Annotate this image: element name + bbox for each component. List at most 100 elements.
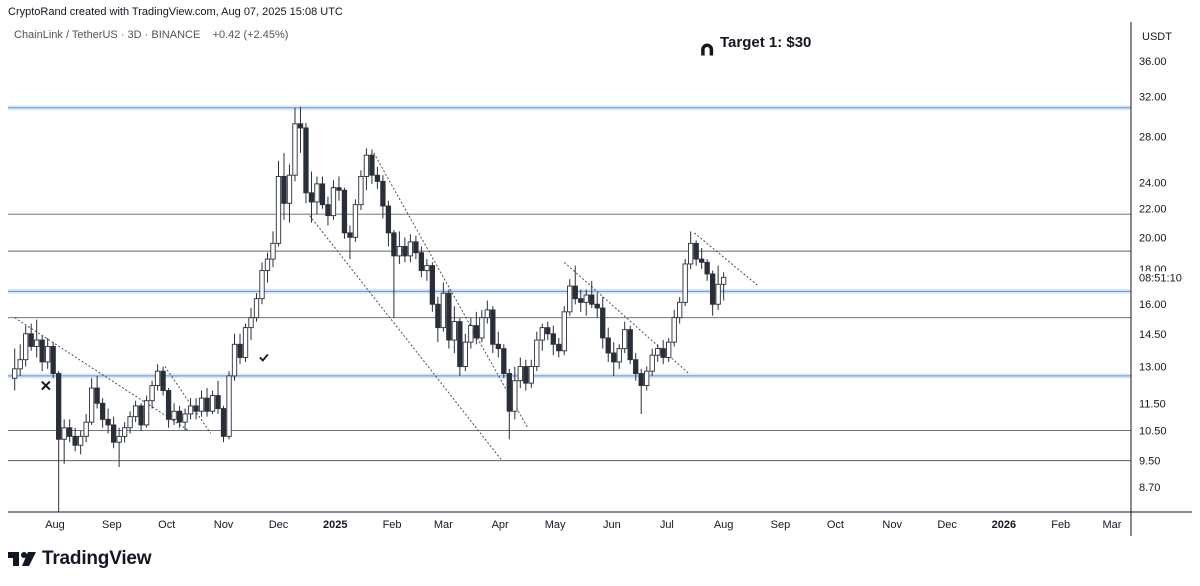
candle xyxy=(248,308,254,341)
candle xyxy=(462,333,468,372)
candle-body-up xyxy=(539,327,545,341)
candle-body-up xyxy=(561,311,567,352)
candle xyxy=(176,405,183,428)
time-tick-label: Feb xyxy=(383,519,402,531)
candle xyxy=(259,262,265,305)
candle xyxy=(143,395,150,428)
candle xyxy=(638,368,644,414)
candle-body-up xyxy=(83,421,89,437)
candle xyxy=(616,344,622,369)
candle-body-up xyxy=(649,354,655,372)
candle-body-up xyxy=(682,263,688,303)
candle-body-up xyxy=(616,348,622,363)
time-tick-label: Nov xyxy=(214,519,234,531)
candle xyxy=(149,380,155,409)
candle xyxy=(451,306,458,353)
candle-body-up xyxy=(275,175,282,244)
candle xyxy=(341,187,348,239)
candle xyxy=(671,309,677,347)
separator-dot: · xyxy=(120,29,128,41)
candle xyxy=(594,293,600,318)
candle-body-down xyxy=(709,273,716,305)
candle-body-up xyxy=(644,370,650,387)
candle-body-up xyxy=(149,385,155,402)
candle-body-down xyxy=(193,405,199,412)
candle-body-up xyxy=(666,341,672,358)
candle xyxy=(572,265,578,305)
candle-body-up xyxy=(363,154,370,177)
candle-body-down xyxy=(550,333,556,345)
candle xyxy=(495,331,501,358)
candle xyxy=(446,289,452,349)
candle-body-down xyxy=(204,397,210,412)
candle-body-up xyxy=(479,317,485,339)
candle xyxy=(545,321,551,341)
candle-body-up xyxy=(132,405,139,418)
candle xyxy=(215,380,221,414)
candle-body-up xyxy=(583,294,589,303)
candle-body-down xyxy=(39,339,45,363)
candle xyxy=(440,282,447,332)
annotations: Target 1: $30 xyxy=(41,34,811,391)
tradingview-logo-icon xyxy=(8,552,36,566)
candle-body-up xyxy=(517,366,523,382)
candle xyxy=(231,333,238,381)
candle xyxy=(270,231,276,268)
candle xyxy=(457,317,463,376)
candle xyxy=(473,311,479,345)
candle-body-down xyxy=(165,390,172,420)
candle-body-down xyxy=(385,205,392,234)
candle xyxy=(17,344,23,376)
candle-body-down xyxy=(660,348,666,358)
candle xyxy=(319,176,326,209)
time-tick-label: Dec xyxy=(937,519,957,531)
candle-body-up xyxy=(314,183,320,203)
candle xyxy=(286,164,293,223)
candle xyxy=(50,342,56,379)
candle xyxy=(12,348,18,391)
candle-body-up xyxy=(407,241,414,257)
candle-body-up xyxy=(264,258,271,272)
candle-body-down xyxy=(572,285,578,300)
trendline xyxy=(373,152,529,428)
price-tick-label: 13.00 xyxy=(1139,362,1167,374)
time-tick-label: May xyxy=(545,519,566,531)
candle-body-up xyxy=(671,317,677,343)
candle-body-up xyxy=(143,400,150,426)
candle xyxy=(622,321,628,353)
candle-body-up xyxy=(259,270,265,300)
target-label: Target 1: $30 xyxy=(720,34,811,51)
price-tick-label: 22.00 xyxy=(1139,204,1167,216)
price-tick-label: 14.50 xyxy=(1139,329,1167,341)
candle-body-up xyxy=(512,380,518,412)
candle xyxy=(374,166,381,189)
candle-body-up xyxy=(127,416,133,429)
attribution-text: CryptoRand created with TradingView.com,… xyxy=(8,6,343,18)
candle-body-down xyxy=(336,187,342,191)
candle xyxy=(308,171,315,223)
candle xyxy=(517,357,523,389)
price-tick-label: 36.00 xyxy=(1139,56,1167,68)
candle-body-down xyxy=(506,373,512,412)
candle xyxy=(402,237,408,263)
candle-body-down xyxy=(308,192,315,203)
candle xyxy=(534,331,540,372)
candle xyxy=(347,225,353,260)
candle xyxy=(413,235,419,260)
tradingview-logo[interactable]: TradingView xyxy=(8,548,152,570)
candle xyxy=(132,400,139,423)
candle xyxy=(23,325,29,367)
candle xyxy=(292,107,298,182)
candle-body-up xyxy=(187,405,194,415)
candle-body-up xyxy=(270,242,276,260)
candle xyxy=(358,170,364,211)
candle xyxy=(484,300,490,324)
candle xyxy=(281,152,287,220)
candle-body-down xyxy=(633,359,639,374)
candle-body-down xyxy=(446,292,452,341)
candles xyxy=(12,106,727,513)
candle-body-up xyxy=(440,292,447,329)
candle xyxy=(154,364,161,391)
check-mark-icon xyxy=(259,353,269,362)
